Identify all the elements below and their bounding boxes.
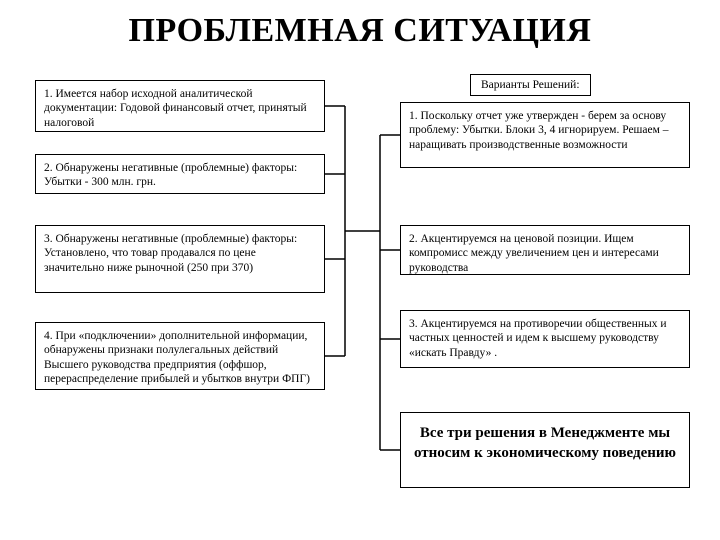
problem-box-3: 3. Обнаружены негативные (проблемные) фа… [35,225,325,293]
solutions-label: Варианты Решений: [470,74,591,96]
problem-box-2: 2. Обнаружены негативные (проблемные) фа… [35,154,325,194]
summary-box: Все три решения в Менеджменте мы относим… [400,412,690,488]
solution-box-1: 1. Поскольку отчет уже утвержден - берем… [400,102,690,168]
page-title: ПРОБЛЕМНАЯ СИТУАЦИЯ [0,12,720,50]
solution-box-3: 3. Акцентируемся на противоречии обществ… [400,310,690,368]
problem-box-4: 4. При «подключении» дополнительной инфо… [35,322,325,390]
page: ПРОБЛЕМНАЯ СИТУАЦИЯ 1. Имеется набор исх… [0,0,720,540]
problem-box-1: 1. Имеется набор исходной аналитической … [35,80,325,132]
solution-box-2: 2. Акцентируемся на ценовой позиции. Ище… [400,225,690,275]
